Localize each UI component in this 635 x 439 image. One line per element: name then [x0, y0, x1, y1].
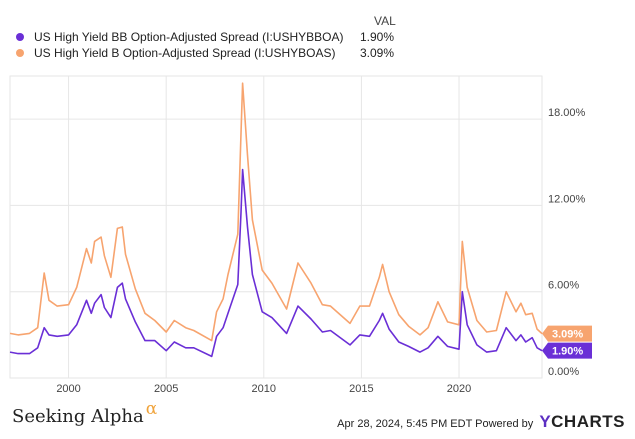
chart-footer: Apr 28, 2024, 5:45 PM EDT Powered by YCH… [337, 412, 625, 432]
legend-label-bb: US High Yield BB Option-Adjusted Spread … [34, 30, 344, 44]
legend-value-bb: 1.90% [359, 30, 394, 44]
x-tick-label: 2010 [252, 383, 276, 395]
x-tick-label: 2020 [447, 383, 471, 395]
ycharts-logo: YCHARTS [539, 412, 625, 431]
series-line-0 [9, 82, 543, 342]
svg-text:3.09%: 3.09% [552, 329, 583, 341]
plot-area [9, 75, 543, 379]
svg-text:1.90%: 1.90% [552, 346, 583, 358]
chart-legend: VAL US High Yield BB Option-Adjusted Spr… [0, 12, 635, 62]
legend-swatch-bb [16, 33, 24, 41]
alpha-icon: α [145, 399, 158, 419]
timestamp: Apr 28, 2024, 5:45 PM EDT [337, 418, 473, 430]
seeking-alpha-logo: Seeking Alpha α [12, 399, 157, 427]
powered-by-label: Powered by [475, 418, 534, 430]
end-value-label: 3.09% [542, 325, 592, 342]
x-tick-label: 2005 [154, 383, 178, 395]
legend-swatch-b [16, 49, 24, 57]
x-tick-label: 2000 [56, 383, 80, 395]
y-tick-label: 18.00% [548, 107, 586, 119]
legend-label-b: US High Yield B Option-Adjusted Spread (… [34, 46, 336, 60]
legend-value-b: 3.09% [359, 46, 394, 60]
y-tick-label: 6.00% [548, 280, 579, 292]
legend-item-bb[interactable]: US High Yield BB Option-Adjusted Spread … [16, 30, 456, 46]
x-tick-label: 2015 [349, 383, 373, 395]
y-tick-label: 12.00% [548, 193, 586, 205]
end-value-label: 1.90% [542, 342, 592, 359]
legend-item-b[interactable]: US High Yield B Option-Adjusted Spread (… [16, 46, 456, 62]
series-line-1 [9, 168, 543, 358]
y-tick-label: 0.00% [548, 366, 579, 378]
brand-name: Seeking Alpha [12, 406, 144, 427]
legend-value-header: VAL [374, 14, 396, 28]
